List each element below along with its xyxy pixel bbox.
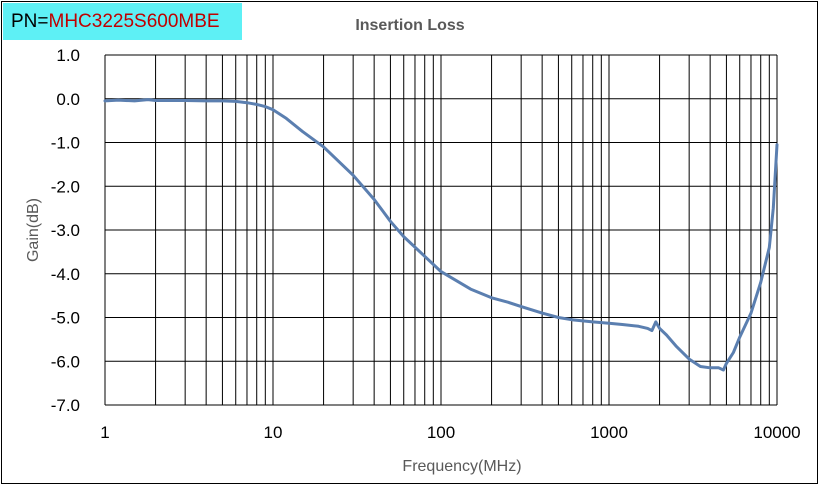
tick-label-layer: 1.0 0.0 -1.0 -2.0 -3.0 -4.0 -5.0 -6.0 -7.0 1 10 100…: [51, 46, 801, 442]
y-tick-label: -1.0: [51, 134, 80, 153]
y-tick-label: -6.0: [51, 352, 80, 371]
x-tick-label: 100: [427, 423, 455, 442]
y-tick-label: 0.0: [56, 90, 80, 109]
x-axis-label: Frequency(MHz): [402, 458, 521, 475]
grid-layer: [104, 54, 778, 406]
part-number-prefix: PN=: [11, 10, 49, 32]
part-number-label: PN= MHC3225S600MBE: [3, 3, 242, 40]
y-tick-label: -4.0: [51, 265, 80, 284]
x-tick-label: 10: [264, 423, 283, 442]
x-tick-label: 1000: [590, 423, 628, 442]
part-number-value: MHC3225S600MBE: [48, 10, 220, 32]
y-tick-label: -5.0: [51, 309, 80, 328]
y-axis-label: Gain(dB): [25, 198, 42, 262]
x-tick-label: 10000: [753, 423, 800, 442]
y-tick-label: -3.0: [51, 221, 80, 240]
series-layer: [103, 98, 779, 372]
chart-title: Insertion Loss: [355, 17, 464, 34]
y-tick-label: 1.0: [56, 46, 80, 65]
y-tick-label: -7.0: [51, 396, 80, 415]
series-line-insertion-loss: [103, 98, 779, 372]
x-tick-label: 1: [100, 423, 109, 442]
y-tick-label: -2.0: [51, 177, 80, 196]
